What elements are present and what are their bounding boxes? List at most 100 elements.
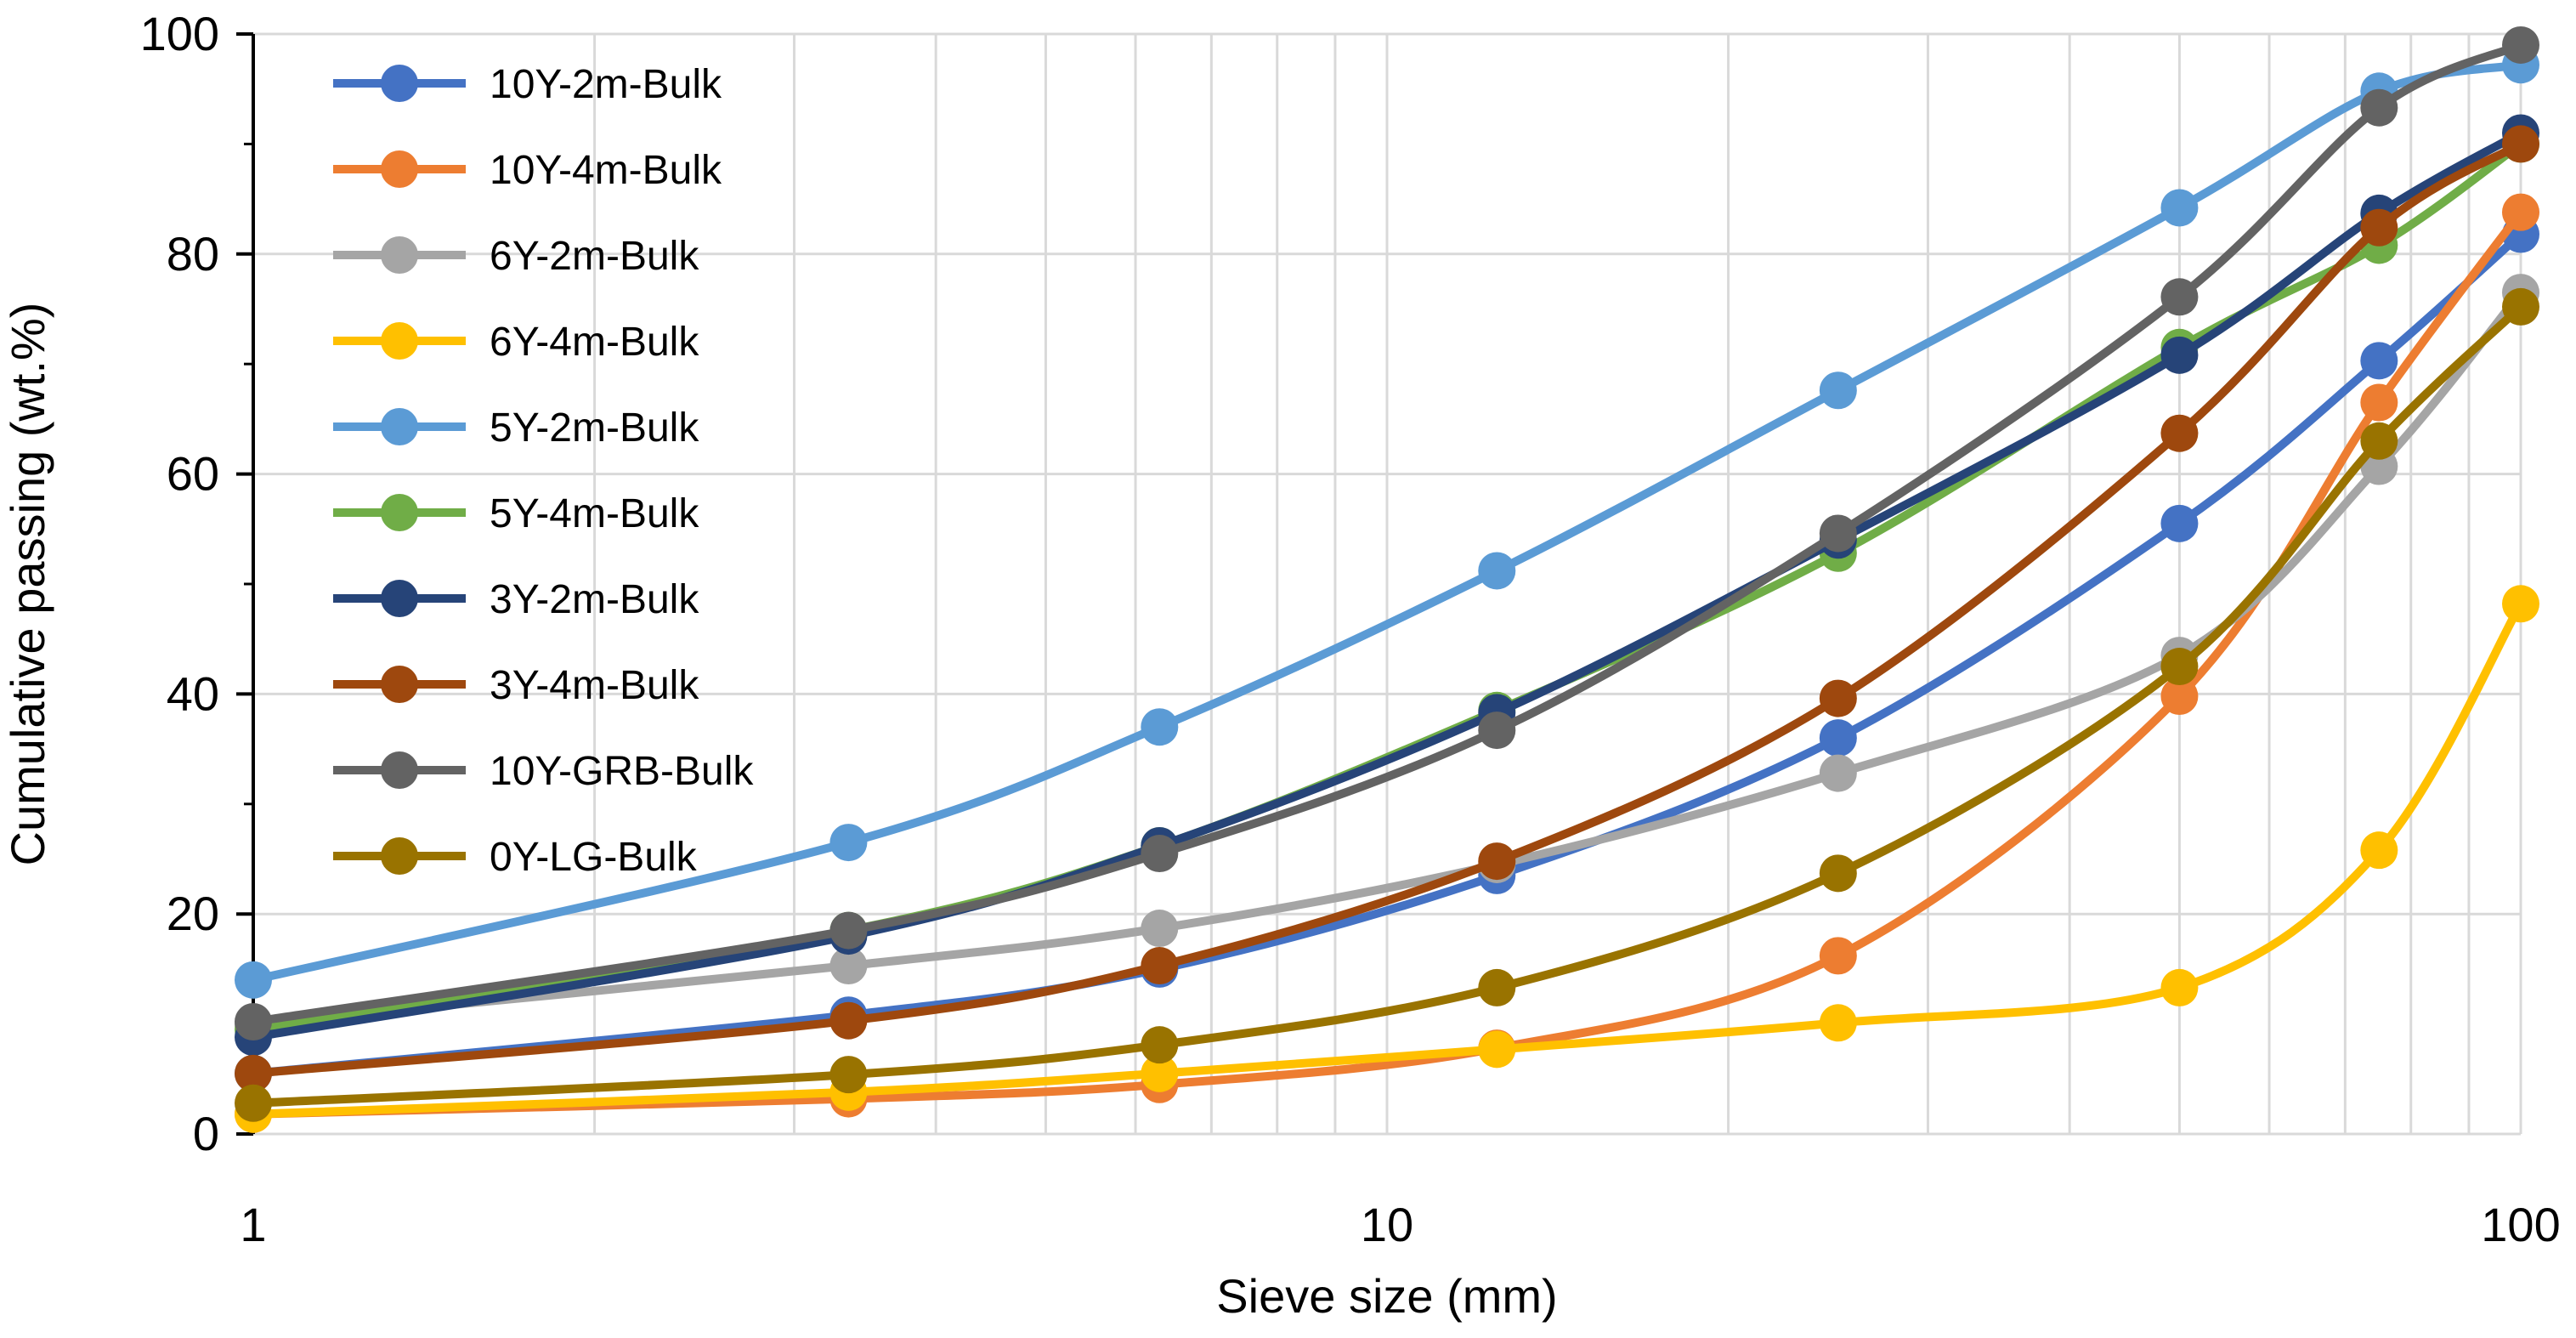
data-point-10y-2m-bulk — [2160, 504, 2199, 542]
legend-label: 5Y-4m-Bulk — [490, 491, 699, 536]
data-point-10y-grb-bulk — [2360, 88, 2398, 127]
legend-swatch-marker — [381, 751, 418, 789]
data-point-10y-4m-bulk — [2502, 193, 2539, 231]
data-point-10y-grb-bulk — [1141, 835, 1179, 873]
series-line-5y-2m-bulk — [249, 60, 2525, 984]
data-point-6y-4m-bulk — [1141, 1054, 1179, 1092]
legend-item-5y-2m-bulk: 5Y-2m-Bulk — [333, 405, 699, 451]
data-point-5y-2m-bulk — [1819, 371, 1857, 410]
data-point-10y-4m-bulk — [2360, 383, 2398, 422]
legend-item-10y-grb-bulk: 10Y-GRB-Bulk — [333, 749, 754, 794]
x-tick-label: 100 — [2481, 1198, 2560, 1251]
data-point-0y-lg-bulk — [1478, 968, 1516, 1006]
legend: 10Y-2m-Bulk 10Y-4m-Bulk 6Y-2m-Bulk 6Y-4m-Bu… — [333, 62, 754, 880]
legend-swatch-marker — [381, 494, 418, 531]
y-tick-label: 20 — [167, 887, 219, 940]
legend-swatch-marker — [381, 322, 418, 360]
legend-label: 3Y-4m-Bulk — [490, 663, 699, 708]
series-3y-4m-bulk — [235, 125, 2539, 1092]
x-tick-label: 1 — [240, 1198, 266, 1251]
data-point-5y-2m-bulk — [1141, 708, 1179, 746]
data-point-6y-2m-bulk — [1141, 910, 1179, 948]
data-point-0y-lg-bulk — [829, 1056, 868, 1094]
x-axis-title: Sieve size (mm) — [1216, 1269, 1557, 1323]
legend-item-3y-2m-bulk: 3Y-2m-Bulk — [333, 577, 699, 622]
legend-swatch-marker — [381, 408, 418, 445]
data-point-3y-4m-bulk — [235, 1054, 272, 1092]
data-point-5y-2m-bulk — [2160, 189, 2199, 227]
y-tick-label: 60 — [167, 447, 219, 501]
series-line-6y-2m-bulk — [249, 288, 2525, 1029]
legend-swatch-marker — [381, 580, 418, 617]
data-point-10y-2m-bulk — [1819, 719, 1857, 757]
data-point-5y-2m-bulk — [235, 961, 272, 999]
axes: 0 20 40 60 80 100 1 10 100 — [140, 7, 2561, 1251]
y-axis-title: Cumulative passing (wt.%) — [1, 303, 54, 866]
data-point-10y-grb-bulk — [235, 1003, 272, 1041]
data-point-0y-lg-bulk — [1141, 1026, 1179, 1064]
legend-swatch-marker — [381, 150, 418, 188]
data-point-6y-2m-bulk — [1819, 754, 1857, 792]
legend-item-10y-4m-bulk: 10Y-4m-Bulk — [333, 148, 722, 193]
data-point-10y-4m-bulk — [2160, 677, 2199, 715]
data-point-3y-4m-bulk — [2502, 125, 2539, 163]
data-point-3y-4m-bulk — [1819, 679, 1857, 717]
data-point-0y-lg-bulk — [235, 1084, 272, 1122]
data-point-0y-lg-bulk — [2160, 648, 2199, 686]
legend-label: 10Y-4m-Bulk — [490, 148, 722, 193]
series-line-6y-4m-bulk — [249, 599, 2525, 1119]
data-point-6y-4m-bulk — [2360, 831, 2398, 870]
data-point-10y-grb-bulk — [2502, 26, 2539, 64]
data-point-0y-lg-bulk — [2360, 422, 2398, 460]
y-tick-label: 80 — [167, 227, 219, 281]
data-point-6y-4m-bulk — [1819, 1004, 1857, 1042]
legend-label: 10Y-GRB-Bulk — [490, 749, 754, 794]
legend-item-6y-2m-bulk: 6Y-2m-Bulk — [333, 234, 699, 279]
series-0y-lg-bulk — [235, 287, 2539, 1122]
data-point-3y-4m-bulk — [1141, 947, 1179, 985]
data-point-3y-4m-bulk — [829, 1001, 868, 1040]
data-point-5y-2m-bulk — [829, 824, 868, 862]
legend-label: 6Y-4m-Bulk — [490, 320, 699, 365]
series-line-3y-4m-bulk — [249, 139, 2525, 1078]
series-line-0y-lg-bulk — [249, 302, 2525, 1108]
data-point-3y-4m-bulk — [2360, 208, 2398, 247]
x-tick-label: 10 — [1361, 1198, 1413, 1251]
legend-item-5y-4m-bulk: 5Y-4m-Bulk — [333, 491, 699, 536]
data-point-3y-4m-bulk — [1478, 842, 1516, 881]
data-point-5y-2m-bulk — [1478, 552, 1516, 590]
series-10y-grb-bulk — [235, 26, 2539, 1041]
legend-label: 0Y-LG-Bulk — [490, 835, 698, 880]
data-point-6y-4m-bulk — [2160, 968, 2199, 1006]
legend-label: 3Y-2m-Bulk — [490, 577, 699, 622]
data-point-10y-2m-bulk — [2360, 342, 2398, 380]
series-line-3y-2m-bulk — [249, 128, 2525, 1042]
series-line-10y-grb-bulk — [249, 40, 2525, 1026]
legend-swatch-marker — [381, 837, 418, 875]
data-point-10y-grb-bulk — [829, 911, 868, 950]
y-tick-label: 40 — [167, 666, 219, 720]
y-tick-label: 100 — [140, 7, 219, 60]
series-layer — [235, 26, 2539, 1133]
data-point-0y-lg-bulk — [2502, 287, 2539, 326]
data-point-10y-4m-bulk — [1819, 937, 1857, 975]
legend-swatch-marker — [381, 65, 418, 102]
legend-label: 5Y-2m-Bulk — [490, 405, 699, 451]
data-point-6y-4m-bulk — [2502, 585, 2539, 623]
legend-swatch-marker — [381, 236, 418, 274]
data-point-10y-grb-bulk — [2160, 278, 2199, 316]
data-point-0y-lg-bulk — [1819, 854, 1857, 893]
legend-item-3y-4m-bulk: 3Y-4m-Bulk — [333, 663, 699, 708]
legend-label: 6Y-2m-Bulk — [490, 234, 699, 279]
data-point-10y-grb-bulk — [1819, 514, 1857, 553]
legend-label: 10Y-2m-Bulk — [490, 62, 722, 107]
legend-item-10y-2m-bulk: 10Y-2m-Bulk — [333, 62, 722, 107]
legend-item-6y-4m-bulk: 6Y-4m-Bulk — [333, 320, 699, 365]
legend-item-0y-lg-bulk: 0Y-LG-Bulk — [333, 835, 698, 880]
data-point-3y-4m-bulk — [2160, 414, 2199, 452]
legend-swatch-marker — [381, 666, 418, 703]
data-point-6y-4m-bulk — [1478, 1030, 1516, 1069]
y-tick-label: 0 — [193, 1107, 219, 1160]
data-point-6y-2m-bulk — [829, 947, 868, 985]
